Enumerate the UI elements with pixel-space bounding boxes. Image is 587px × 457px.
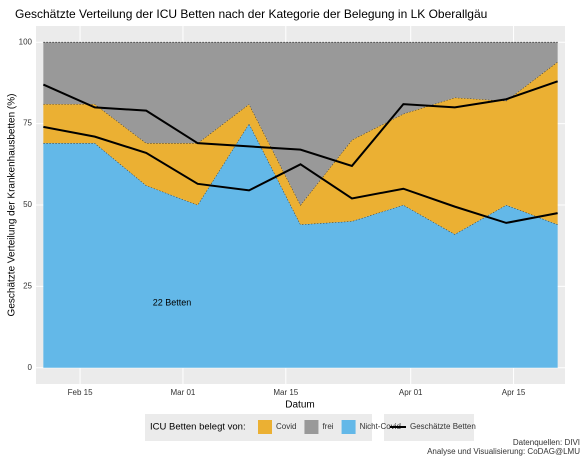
x-tick-label: Apr 15 <box>502 388 526 397</box>
legend-label: Geschätzte Betten <box>410 422 476 431</box>
legend-key <box>341 420 356 434</box>
area <box>43 123 558 368</box>
legend-key <box>304 420 319 434</box>
caption: Analyse und Visualisierung: CoDAG@LMU <box>427 447 580 456</box>
estimate-line <box>42 80 558 168</box>
y-tick-label: 50 <box>23 200 32 209</box>
legend-label: Covid <box>276 422 296 431</box>
x-tick-label: Mar 01 <box>170 388 195 397</box>
estimate-line <box>43 125 558 224</box>
legend-label: frei <box>322 422 333 431</box>
y-tick-label: 0 <box>28 363 33 372</box>
y-tick-label: 75 <box>23 119 32 128</box>
area <box>43 61 558 235</box>
x-tick-label: Apr 01 <box>399 388 423 397</box>
annotation: 22 Betten <box>153 297 192 307</box>
x-tick-label: Mar 15 <box>273 388 298 397</box>
y-axis-label: Geschätzte Verteilung der Krankenhausbet… <box>7 94 18 317</box>
x-axis-label: Datum <box>285 400 314 411</box>
y-tick-label: 25 <box>23 281 32 290</box>
area <box>43 42 558 205</box>
caption: Datenquellen: DIVI <box>513 438 580 447</box>
x-tick-label: Feb 15 <box>68 388 93 397</box>
chart-title: Geschätzte Verteilung der ICU Betten nac… <box>15 7 487 21</box>
legend-key <box>258 420 272 434</box>
legend-title: ICU Betten belegt von: <box>150 422 246 433</box>
legend-label: Nicht-Covid <box>360 422 401 431</box>
y-tick-label: 100 <box>19 37 33 46</box>
